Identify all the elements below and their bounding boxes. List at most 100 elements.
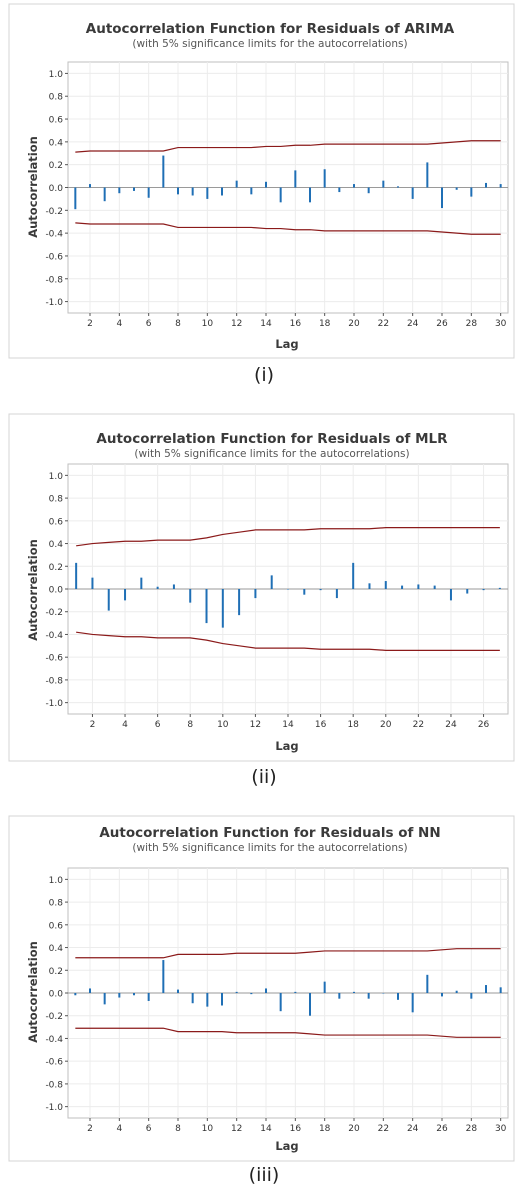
- acf-bar: [485, 182, 487, 188]
- acf-bar: [323, 169, 326, 188]
- acf-bar: [133, 187, 135, 191]
- y-tick-label: 1.0: [49, 876, 64, 886]
- x-axis-label: Lag: [275, 739, 298, 753]
- plot-area: 1.00.80.60.40.20.0-0.2-0.4-0.6-0.8-1.02 4…: [45, 463, 509, 730]
- acf-panel-nn: Autocorrelation Function for Residuals o…: [0, 812, 528, 1186]
- acf-bar: [397, 186, 399, 188]
- x-tick-label: 16: [290, 1124, 302, 1134]
- acf-bar: [107, 589, 110, 611]
- acf-bar: [235, 991, 238, 993]
- acf-bar: [411, 187, 414, 199]
- x-tick-label: 26: [436, 1124, 448, 1134]
- y-tick-label: -0.4: [45, 631, 63, 641]
- acf-bar: [177, 187, 179, 195]
- acf-bar: [206, 993, 209, 1007]
- x-tick-label: 20: [348, 1124, 360, 1134]
- upper-significance-limit: [76, 527, 500, 547]
- x-tick-label: 8: [187, 720, 193, 730]
- y-tick-label: 0.0: [49, 184, 64, 194]
- acf-bar: [309, 187, 311, 203]
- acf-bar: [250, 187, 253, 195]
- y-tick-label: 0.6: [49, 116, 64, 126]
- acf-panel-arima: Autocorrelation Function for Residuals o…: [0, 0, 528, 386]
- acf-bar: [335, 589, 338, 599]
- x-tick-label: 12: [250, 720, 261, 730]
- lower-significance-limit: [76, 631, 500, 651]
- acf-bar: [367, 993, 370, 999]
- acf-bar: [499, 987, 502, 993]
- acf-bar: [250, 993, 253, 995]
- y-tick-label: -0.6: [45, 252, 63, 262]
- x-tick-label: 6: [146, 319, 152, 329]
- acf-bar: [172, 584, 175, 589]
- x-tick-label: 12: [231, 1124, 242, 1134]
- acf-bar: [401, 585, 404, 589]
- y-tick-label: 0.8: [49, 93, 64, 103]
- x-tick-label: 14: [260, 319, 272, 329]
- acf-bar: [382, 180, 385, 188]
- acf-bar: [384, 581, 387, 589]
- acf-bar: [426, 974, 429, 993]
- acf-bar: [482, 589, 485, 591]
- y-tick-label: 0.8: [49, 899, 64, 909]
- acf-bar: [238, 589, 241, 616]
- acf-bar: [287, 589, 289, 590]
- x-tick-label: 10: [202, 319, 214, 329]
- x-tick-label: 4: [122, 720, 128, 730]
- chart-title: Autocorrelation Function for Residuals o…: [86, 21, 455, 37]
- y-tick-label: 0.2: [49, 563, 63, 573]
- y-axis-label: Autocorrelation: [26, 539, 40, 641]
- acf-bar: [485, 985, 487, 993]
- y-tick-label: 0.8: [49, 495, 64, 505]
- x-tick-label: 24: [445, 720, 457, 730]
- acf-bar: [75, 562, 78, 589]
- acf-bar: [265, 181, 267, 188]
- x-tick-label: 2: [90, 720, 96, 730]
- acf-chart-mlr: Autocorrelation Function for Residuals o…: [8, 413, 515, 762]
- y-tick-label: 0.4: [49, 944, 64, 954]
- y-tick-label: 0.6: [49, 921, 64, 931]
- acf-bar: [205, 589, 208, 624]
- y-tick-label: -0.6: [45, 654, 63, 664]
- acf-bar: [449, 589, 452, 601]
- upper-significance-limit: [75, 140, 501, 153]
- x-tick-label: 22: [378, 1124, 389, 1134]
- acf-bar: [270, 575, 273, 589]
- acf-bar: [74, 993, 77, 996]
- acf-bar: [147, 187, 150, 198]
- y-tick-label: 0.4: [49, 138, 64, 148]
- x-tick-label: 26: [436, 319, 448, 329]
- acf-bar: [441, 187, 443, 209]
- chart-subtitle: (with 5% significance limits for the aut…: [132, 842, 407, 854]
- x-tick-label: 14: [282, 720, 294, 730]
- acf-bar: [309, 993, 311, 1016]
- y-tick-label: -1.0: [45, 699, 63, 709]
- acf-bar: [191, 187, 194, 196]
- lower-significance-limit: [75, 1027, 501, 1038]
- acf-chart-nn: Autocorrelation Function for Residuals o…: [8, 815, 515, 1162]
- acf-bar: [147, 993, 150, 1001]
- acf-bar: [189, 589, 192, 603]
- chart-caption: (ii): [251, 766, 277, 788]
- x-tick-label: 22: [413, 720, 424, 730]
- x-tick-label: 28: [466, 319, 478, 329]
- x-tick-label: 20: [380, 720, 392, 730]
- acf-bar: [319, 589, 322, 591]
- y-tick-label: 0.0: [49, 990, 64, 1000]
- x-tick-label: 26: [478, 720, 490, 730]
- lower-significance-limit: [75, 222, 501, 235]
- acf-bar: [118, 187, 121, 194]
- acf-bar: [103, 187, 106, 202]
- y-tick-label: 0.6: [49, 517, 64, 527]
- acf-bar: [191, 993, 194, 1004]
- acf-bar: [177, 989, 179, 993]
- x-axis-label: Lag: [275, 1139, 298, 1153]
- acf-bar: [338, 993, 341, 999]
- y-tick-label: -0.8: [45, 275, 63, 285]
- acf-bar: [498, 587, 501, 589]
- acf-bar: [353, 184, 355, 188]
- y-tick-label: -0.4: [45, 230, 63, 240]
- plot-area: 1.00.80.60.40.20.0-0.2-0.4-0.6-0.8-1.02 4…: [45, 61, 509, 329]
- acf-bar: [367, 187, 370, 194]
- acf-bar: [133, 993, 135, 996]
